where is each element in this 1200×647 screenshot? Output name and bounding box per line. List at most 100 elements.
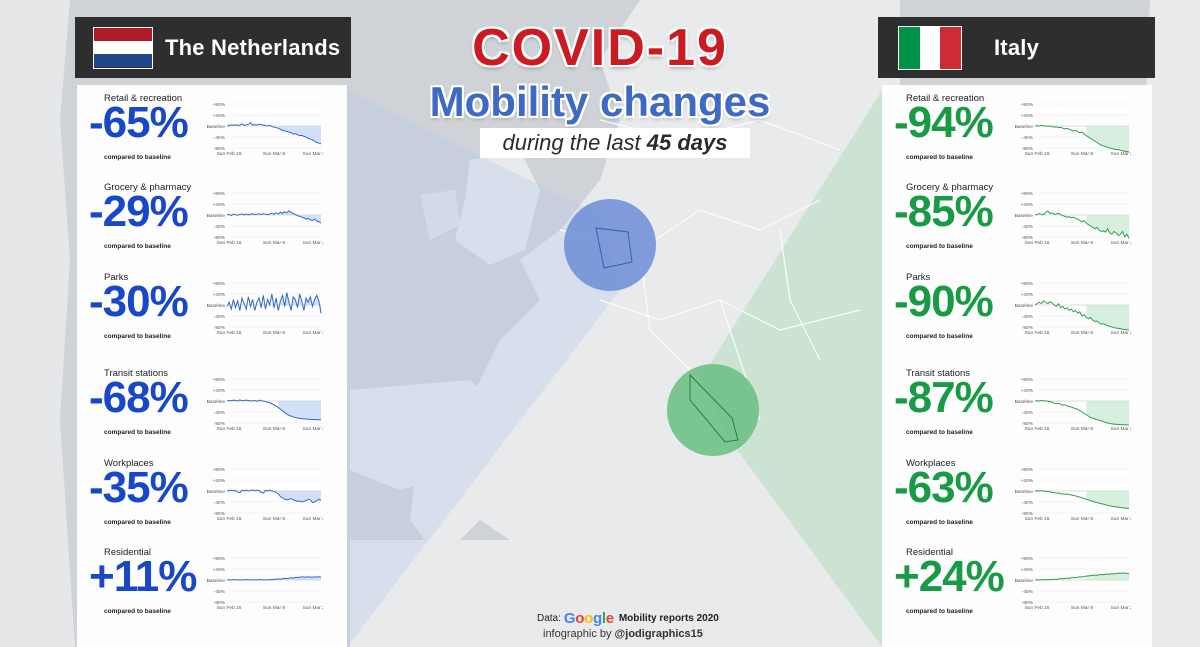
y-tick-label: -80% — [1022, 235, 1034, 241]
y-tick-label: -80% — [1022, 421, 1034, 427]
it-metric-4: Workplaces -63% compared to baseline +80% +4… — [882, 458, 1152, 546]
series-line — [1034, 399, 1129, 426]
x-tick-label: Sun Feb 16 — [1025, 516, 1050, 522]
y-tick-label: -80% — [214, 511, 226, 517]
series-line — [226, 292, 322, 314]
y-tick-label: +40% — [213, 202, 226, 208]
italy-circle — [667, 364, 759, 456]
highlight-area — [278, 401, 321, 420]
credit-handle: @jodigraphics15 — [614, 628, 703, 640]
metric-value: -29% — [89, 187, 189, 236]
y-tick-label: +40% — [213, 292, 226, 298]
mobility-sparkline: +80% +40% Baseline -40% -80%Sun Feb 16 Sun Ma… — [1015, 281, 1131, 336]
netherlands-circle — [564, 199, 656, 291]
it-metric-1: Grocery & pharmacy -85% compared to baseli… — [882, 182, 1152, 270]
y-tick-label: Baseline — [1015, 399, 1034, 405]
series-line — [1034, 300, 1129, 331]
y-tick-label: +80% — [213, 467, 226, 473]
mobility-sparkline: +80% +40% Baseline -40% -80%Sun Feb 16 Sun Ma… — [1015, 556, 1131, 611]
y-tick-label: -40% — [214, 314, 226, 320]
google-logo-letter: e — [605, 610, 614, 627]
y-tick-label: +40% — [1021, 388, 1034, 394]
x-tick-label: Sun Feb 16 — [1025, 240, 1050, 246]
data-source: Data: Google Mobility reports 2020 — [537, 610, 719, 627]
nl-metric-0: Retail & recreation -65% compared to basel… — [77, 93, 347, 181]
x-tick-label: Sun Mar 29 — [1111, 516, 1131, 522]
metric-value: -87% — [894, 373, 994, 422]
mobility-sparkline: +80% +40% Baseline -40% -80%Sun Feb 16 Sun Ma… — [207, 467, 323, 522]
metric-value: -63% — [894, 463, 994, 512]
period-days: 45 days — [646, 130, 728, 155]
x-tick-label: Sun Mar 29 — [303, 516, 323, 522]
x-tick-label: Sun Mar 8 — [1071, 330, 1093, 336]
x-tick-label: Sun Mar 8 — [263, 605, 285, 611]
period-prefix: during the last — [502, 130, 647, 155]
compared-to-baseline-label: compared to baseline — [104, 429, 171, 436]
netherlands-header: The Netherlands — [75, 17, 351, 78]
metric-label: Parks — [906, 272, 931, 283]
metric-label: Workplaces — [906, 458, 956, 469]
x-tick-label: Sun Mar 29 — [1111, 426, 1131, 432]
compared-to-baseline-label: compared to baseline — [906, 429, 973, 436]
nl-metric-1: Grocery & pharmacy -29% compared to baseli… — [77, 182, 347, 270]
mobility-sparkline: +80% +40% Baseline -40% -80%Sun Feb 16 Sun Ma… — [207, 556, 323, 611]
y-tick-label: -80% — [1022, 146, 1034, 152]
y-tick-label: +80% — [213, 281, 226, 287]
y-tick-label: -40% — [1022, 589, 1034, 595]
google-logo-letter: o — [584, 610, 594, 627]
y-tick-label: +80% — [1021, 377, 1034, 383]
y-tick-label: -80% — [1022, 325, 1034, 331]
y-tick-label: +40% — [213, 478, 226, 484]
metric-value: -90% — [894, 277, 994, 326]
metric-value: -35% — [89, 463, 189, 512]
italy-panel: Retail & recreation -94% compared to basel… — [882, 85, 1152, 647]
x-tick-label: Sun Feb 16 — [217, 151, 242, 157]
it-metric-3: Transit stations -87% compared to baseline… — [882, 368, 1152, 456]
nl-metric-5: Residential +11% compared to baseline +80% +… — [77, 547, 347, 635]
compared-to-baseline-label: compared to baseline — [906, 154, 973, 161]
nl-metric-3: Transit stations -68% compared to baseline… — [77, 368, 347, 456]
highlight-area — [278, 210, 321, 223]
period-caption: during the last 45 days — [480, 128, 750, 158]
highlight-area — [1086, 126, 1129, 152]
x-tick-label: Sun Mar 29 — [303, 426, 323, 432]
highlight-area — [1086, 572, 1129, 580]
metric-label: Transit stations — [906, 368, 971, 379]
y-tick-label: -80% — [214, 235, 226, 241]
metric-value: -68% — [89, 373, 189, 422]
land-mass-north-africa — [350, 540, 620, 647]
y-tick-label: +80% — [1021, 191, 1034, 197]
it-metric-5: Residential +24% compared to baseline +80% +… — [882, 547, 1152, 635]
it-projection-beam — [700, 90, 882, 647]
x-tick-label: Sun Mar 8 — [1071, 605, 1093, 611]
y-tick-label: -80% — [1022, 511, 1034, 517]
y-tick-label: +40% — [1021, 478, 1034, 484]
metric-label: Parks — [104, 272, 129, 283]
land-mass-east — [1140, 0, 1200, 647]
y-tick-label: Baseline — [207, 578, 226, 584]
metric-label: Retail & recreation — [104, 93, 183, 104]
google-logo-letter: G — [563, 610, 576, 627]
compared-to-baseline-label: compared to baseline — [906, 519, 973, 526]
land-mass-iberia — [350, 380, 500, 490]
metric-value: +11% — [89, 552, 197, 601]
x-tick-label: Sun Mar 8 — [1071, 240, 1093, 246]
y-tick-label: Baseline — [207, 213, 226, 219]
mobility-sparkline: +80% +40% Baseline -40% -80%Sun Feb 16 Sun Ma… — [207, 377, 323, 432]
y-tick-label: Baseline — [207, 124, 226, 130]
y-tick-label: +80% — [1021, 556, 1034, 562]
mobility-sparkline: +80% +40% Baseline -40% -80%Sun Feb 16 Sun Ma… — [207, 281, 323, 336]
y-tick-label: -80% — [214, 421, 226, 427]
x-tick-label: Sun Feb 16 — [1025, 330, 1050, 336]
x-tick-label: Sun Mar 8 — [1071, 426, 1093, 432]
metric-value: +24% — [894, 552, 1005, 601]
series-line — [1034, 572, 1129, 581]
land-mass-west — [0, 0, 75, 647]
y-tick-label: +40% — [213, 567, 226, 573]
netherlands-country-name: The Netherlands — [165, 34, 341, 60]
google-logo-letter: g — [593, 610, 602, 627]
google-logo-letter: o — [575, 610, 585, 627]
land-mass-britain — [455, 150, 540, 265]
y-tick-label: +40% — [1021, 567, 1034, 573]
metric-value: -65% — [89, 98, 189, 147]
